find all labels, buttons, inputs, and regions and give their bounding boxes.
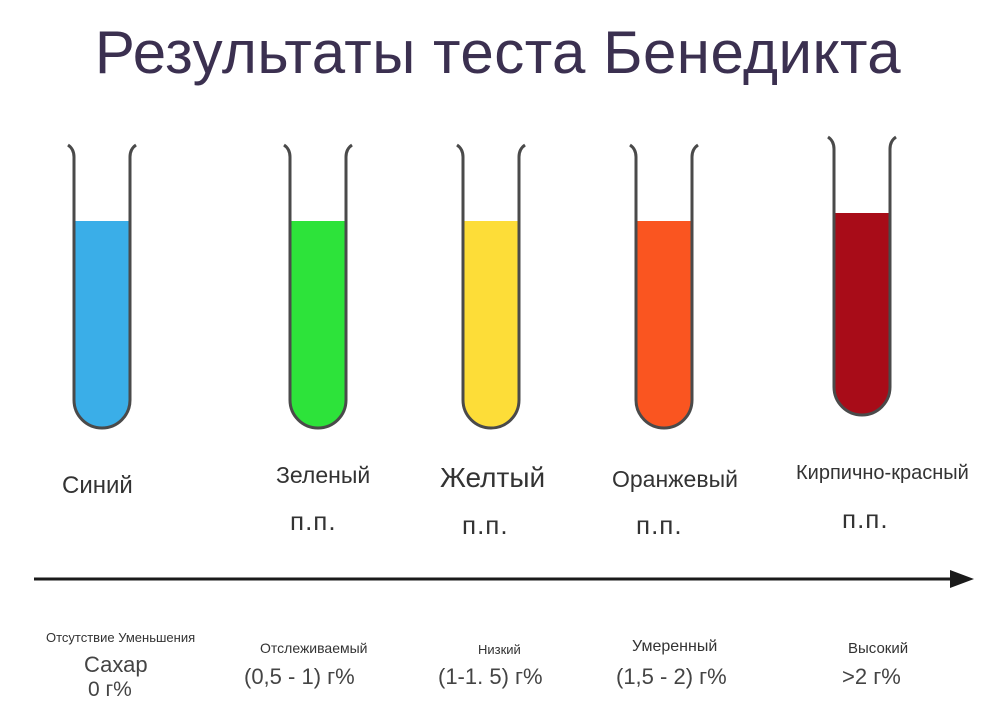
tube-green xyxy=(282,143,354,435)
tube-yellow xyxy=(455,143,527,435)
tube-blue-graphic xyxy=(67,143,137,430)
color-name-orange: Оранжевый xyxy=(612,466,738,492)
value-yellow: (1-1. 5) г% xyxy=(438,664,543,689)
tube-yellow-graphic xyxy=(456,143,526,430)
tube-green-graphic xyxy=(283,143,353,430)
desc-yellow: Низкий xyxy=(478,642,521,657)
tube-orange-graphic xyxy=(629,143,699,430)
concentration-arrow xyxy=(34,570,974,588)
liquid-orange xyxy=(636,221,692,428)
pp-label-yellow: п.п. xyxy=(462,510,509,540)
desc-orange: Умеренный xyxy=(632,638,718,655)
desc-brick-red: Высокий xyxy=(848,640,909,657)
tube-brick-red xyxy=(826,135,898,427)
pp-label-brick-red: п.п. xyxy=(842,504,889,534)
value-brick-red: >2 г% xyxy=(842,664,901,689)
tube-outline-green xyxy=(283,143,353,430)
color-name-yellow: Желтый xyxy=(440,462,546,493)
tube-outline-blue xyxy=(67,143,137,430)
color-name-green: Зеленый xyxy=(276,462,371,488)
value-orange: (1,5 - 2) г% xyxy=(616,664,727,689)
value-green: (0,5 - 1) г% xyxy=(244,664,355,689)
desc-blue: Отсутствие Уменьшения xyxy=(46,630,196,645)
page-title: Результаты теста Бенедикта xyxy=(94,19,902,86)
tube-blue xyxy=(66,143,138,435)
desc2-blue: Сахар xyxy=(84,652,148,677)
tube-outline-yellow xyxy=(456,143,526,430)
color-name-brick-red: Кирпично-красный xyxy=(796,462,969,484)
liquid-yellow xyxy=(463,221,519,428)
tube-outline-orange xyxy=(629,143,699,430)
tube-brick-red-graphic xyxy=(827,135,897,417)
pp-label-orange: п.п. xyxy=(636,510,683,540)
value-blue: 0 г% xyxy=(88,678,132,701)
tube-outline-brick-red xyxy=(827,135,897,417)
tube-orange xyxy=(628,143,700,435)
liquid-blue xyxy=(74,221,130,428)
liquid-green xyxy=(290,221,346,428)
pp-label-green: п.п. xyxy=(290,506,337,536)
color-name-blue: Синий xyxy=(62,472,133,499)
desc-green: Отслеживаемый xyxy=(260,640,368,656)
liquid-brick-red xyxy=(834,213,890,415)
